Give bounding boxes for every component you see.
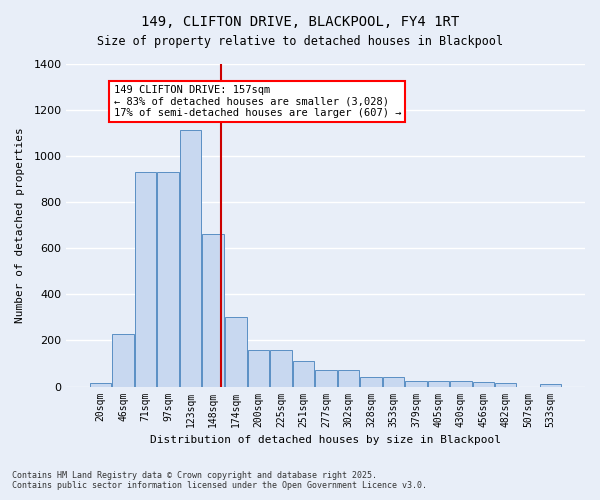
Bar xyxy=(157,172,179,386)
Text: Size of property relative to detached houses in Blackpool: Size of property relative to detached ho… xyxy=(97,35,503,48)
Text: 149, CLIFTON DRIVE, BLACKPOOL, FY4 1RT: 149, CLIFTON DRIVE, BLACKPOOL, FY4 1RT xyxy=(141,15,459,29)
Bar xyxy=(90,383,111,386)
Y-axis label: Number of detached properties: Number of detached properties xyxy=(15,128,25,323)
Bar xyxy=(540,384,562,386)
Bar xyxy=(271,350,292,387)
Bar xyxy=(383,378,404,386)
Bar xyxy=(361,378,382,386)
Bar xyxy=(428,381,449,386)
Bar xyxy=(202,234,224,386)
Bar xyxy=(338,370,359,386)
X-axis label: Distribution of detached houses by size in Blackpool: Distribution of detached houses by size … xyxy=(150,435,501,445)
Bar xyxy=(225,318,247,386)
Bar xyxy=(248,350,269,387)
Bar xyxy=(293,361,314,386)
Text: Contains HM Land Registry data © Crown copyright and database right 2025.
Contai: Contains HM Land Registry data © Crown c… xyxy=(12,470,427,490)
Bar xyxy=(316,370,337,386)
Bar xyxy=(450,381,472,386)
Bar xyxy=(180,130,201,386)
Bar xyxy=(495,383,517,386)
Bar xyxy=(135,172,156,386)
Bar xyxy=(473,382,494,386)
Bar xyxy=(112,334,134,386)
Bar xyxy=(405,381,427,386)
Text: 149 CLIFTON DRIVE: 157sqm
← 83% of detached houses are smaller (3,028)
17% of se: 149 CLIFTON DRIVE: 157sqm ← 83% of detac… xyxy=(113,84,401,118)
